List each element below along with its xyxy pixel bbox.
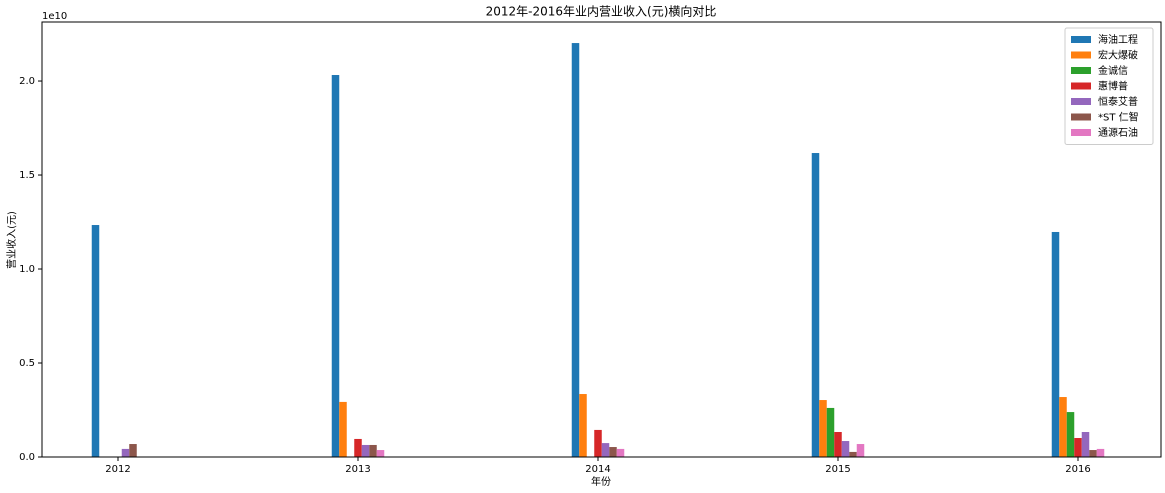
bar: [1089, 450, 1097, 457]
bar: [361, 444, 370, 457]
bar: [121, 448, 130, 457]
x-tick-label: 2014: [585, 464, 610, 475]
legend-label: 通源石油: [1098, 126, 1138, 139]
bar: [594, 429, 602, 457]
bar: [856, 444, 865, 457]
bar: [841, 441, 850, 457]
bar: [1096, 448, 1105, 457]
bar: [811, 153, 820, 457]
legend-label: *ST 仁智: [1098, 111, 1139, 124]
x-tick-label: 2015: [825, 464, 850, 475]
legend-label: 宏大爆破: [1098, 49, 1138, 62]
bar: [834, 431, 842, 457]
legend-swatch: [1071, 36, 1091, 43]
bar: [1074, 438, 1082, 457]
x-tick-label: 2013: [345, 464, 370, 475]
bar: [571, 43, 580, 458]
x-axis-label: 年份: [591, 475, 611, 488]
y-tick-label: 0.5: [19, 358, 35, 369]
bar: [616, 448, 625, 457]
legend-swatch: [1071, 113, 1091, 121]
legend-swatch: [1071, 129, 1091, 136]
legend-label: 金诚信: [1098, 64, 1128, 77]
bar: [609, 447, 617, 457]
bar: [1059, 397, 1067, 457]
legend-swatch: [1071, 82, 1091, 90]
legend-swatch: [1071, 51, 1091, 59]
bar: [819, 400, 827, 457]
plot-frame: [41, 21, 1162, 458]
bar: [1066, 412, 1075, 457]
bar: [1051, 231, 1060, 457]
y-axis-label: 营业收入(元): [5, 211, 18, 269]
legend-swatch: [1071, 98, 1091, 105]
y-tick-label: 1.0: [19, 264, 35, 275]
y-offset-label: 1e10: [42, 11, 67, 22]
x-tick-label: 2016: [1065, 464, 1090, 475]
bar: [826, 407, 835, 457]
bar: [601, 443, 610, 457]
bar: [339, 401, 347, 457]
bar: [579, 394, 587, 457]
bar: [376, 450, 385, 457]
legend-label: 恒泰艾普: [1098, 95, 1138, 108]
y-tick-label: 1.5: [19, 170, 35, 181]
x-tick-label: 2012: [105, 464, 130, 475]
bar: [129, 444, 137, 457]
bar: [331, 75, 340, 458]
y-tick-label: 0.0: [19, 452, 35, 463]
legend-label: 惠博普: [1098, 80, 1128, 93]
bar: [369, 444, 377, 457]
bar: [354, 438, 362, 457]
legend-label: 海油工程: [1098, 33, 1138, 46]
y-tick-label: 2.0: [19, 76, 35, 87]
legend-swatch: [1071, 67, 1091, 74]
chart-title: 2012年-2016年业内营业收入(元)横向对比: [486, 4, 717, 19]
bar: [849, 451, 857, 457]
bar: [91, 225, 100, 457]
bar: [1081, 431, 1090, 457]
